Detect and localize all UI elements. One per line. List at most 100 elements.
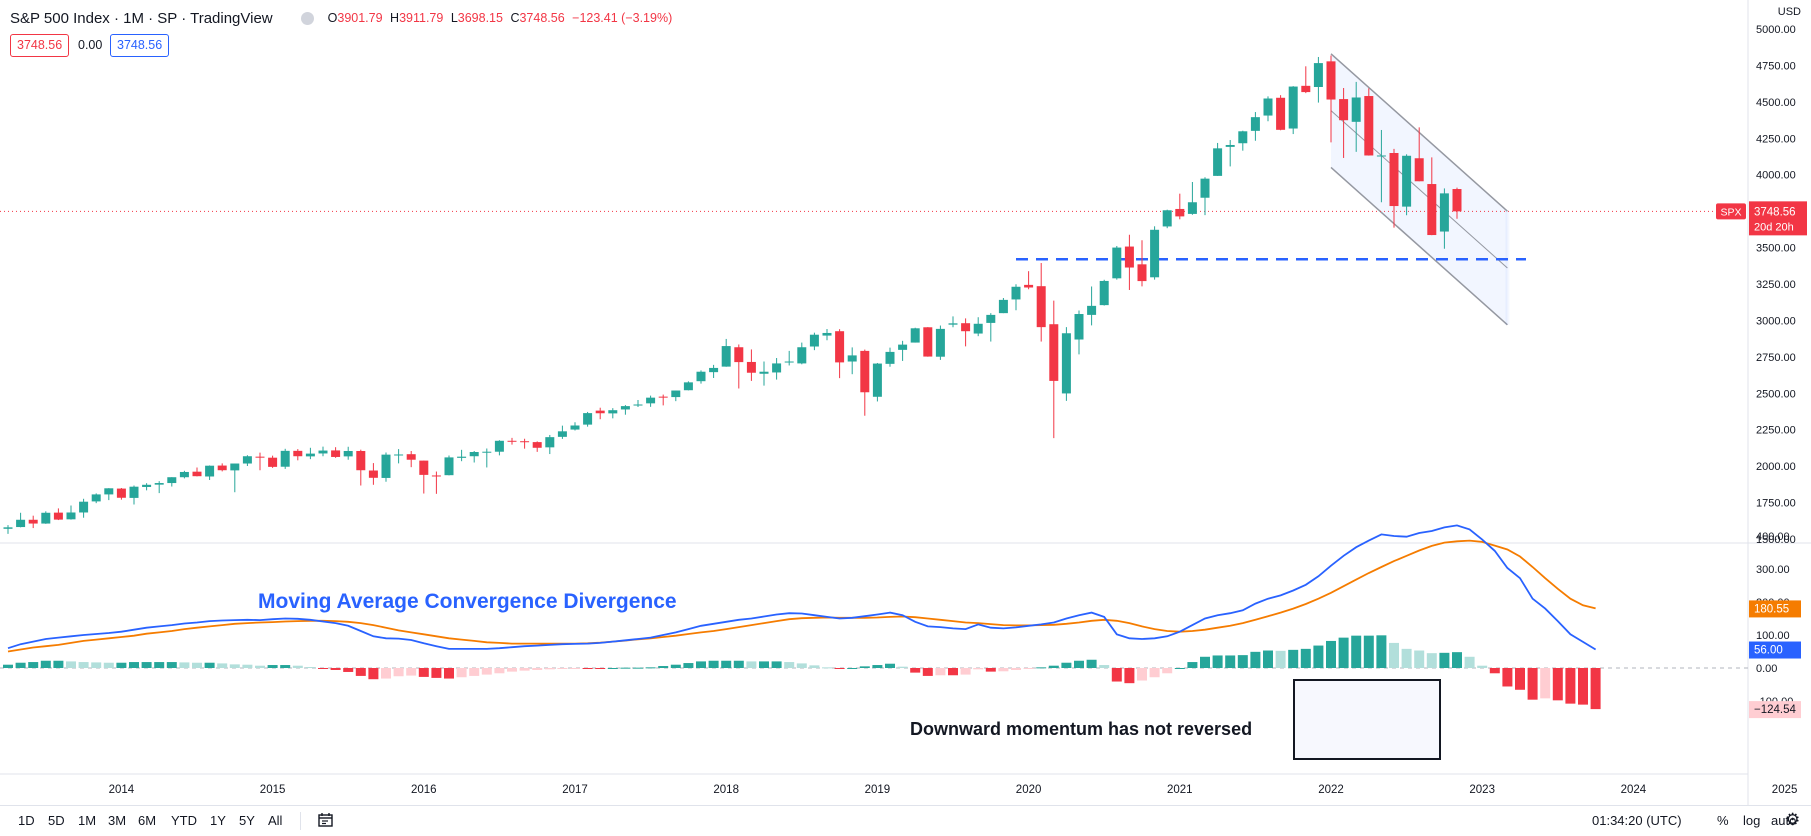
macd-histogram-bar (960, 668, 971, 675)
range-all[interactable]: All (268, 813, 283, 828)
macd-histogram-bar (66, 661, 76, 668)
candle-body (809, 334, 819, 347)
macd-histogram-bar (1300, 648, 1311, 668)
macd-histogram-bar (645, 667, 656, 669)
candle-body (1099, 280, 1109, 306)
macd-line (7, 524, 1597, 651)
candle-body (457, 456, 467, 458)
range-5d[interactable]: 5D (48, 813, 65, 828)
macd-histogram-bar (859, 666, 870, 668)
candle-body (1087, 305, 1097, 315)
percent-toggle[interactable]: % (1717, 813, 1729, 828)
macd-histogram-bar (1540, 668, 1551, 699)
macd-histogram-bar (922, 668, 933, 676)
macd-histogram-bar (1552, 668, 1563, 701)
time-axis-label: 2024 (1621, 784, 1647, 796)
macd-histogram-bar (570, 668, 580, 669)
candle-body (1049, 324, 1059, 381)
macd-histogram-bar (1162, 668, 1173, 674)
candle-body (961, 323, 971, 332)
macd-histogram-bar (1111, 668, 1122, 682)
log-toggle[interactable]: log (1743, 813, 1761, 828)
price-axis-label: 2750.00 (1756, 352, 1796, 364)
high-label: H (390, 11, 400, 25)
bar-countdown: 20d 20h (1754, 221, 1794, 233)
candle-body (406, 454, 416, 460)
candle-body (898, 344, 908, 350)
time-axis-label: 2021 (1167, 784, 1193, 796)
market-status-icon[interactable] (300, 11, 314, 25)
macd-title: Moving Average Convergence Divergence (258, 590, 677, 613)
range-6m[interactable]: 6M (138, 813, 157, 828)
macd-histogram-bar (847, 668, 858, 669)
utc-clock[interactable]: 01:34:20 (UTC) (1592, 813, 1682, 828)
macd-histogram-bar (834, 668, 845, 669)
macd-histogram-bar (544, 668, 555, 670)
macd-histogram-bar (1174, 668, 1185, 669)
candle-body (608, 410, 618, 414)
auto-toggle[interactable]: auto (1771, 813, 1797, 828)
channel-line[interactable] (1330, 110, 1508, 269)
candle-body (772, 363, 782, 373)
macd-histogram-bar (771, 661, 782, 668)
date-range-icon[interactable] (318, 813, 334, 827)
sell-price-button[interactable]: 3748.56 (10, 34, 70, 57)
macd-histogram-bar (809, 665, 820, 668)
channel-extension (1505, 211, 1510, 325)
macd-signal-line (7, 539, 1596, 653)
candle-body (116, 488, 126, 498)
bottom-toolbar: 1D 5D 1M 3M 6M YTD 1Y 5Y All 01:34:20 (U… (0, 805, 1811, 836)
macd-histogram-bar (1099, 665, 1110, 668)
macd-axis-label: 300.00 (1756, 564, 1790, 576)
macd-histogram-bar (91, 662, 102, 668)
candle-body (595, 410, 605, 414)
range-1m[interactable]: 1M (78, 813, 97, 828)
candle-body (1263, 98, 1273, 116)
currency-selector[interactable]: USD (1777, 6, 1801, 18)
candle-body (28, 519, 38, 524)
regression-channel[interactable] (0, 53, 1748, 326)
channel-line[interactable] (1330, 166, 1508, 326)
range-1d[interactable]: 1D (18, 813, 35, 828)
macd-histogram-bar (1011, 668, 1021, 670)
chart-canvas[interactable]: 5000.004750.004500.004250.004000.003750.… (0, 0, 1811, 805)
macd-histogram-bar (1149, 668, 1160, 678)
macd-histogram-bar (1502, 668, 1513, 687)
range-5y[interactable]: 5Y (239, 813, 255, 828)
candle-body (872, 363, 882, 397)
candle-body (784, 361, 794, 363)
price-axis-label: 3250.00 (1756, 279, 1796, 291)
macd-histogram-bar (796, 663, 807, 668)
range-3m[interactable]: 3M (108, 813, 127, 828)
price-axis-label: 2000.00 (1756, 461, 1796, 473)
high-value: 3911.79 (399, 11, 444, 25)
momentum-highlight-box[interactable] (1293, 679, 1441, 760)
price-axis-label: 2500.00 (1756, 388, 1796, 400)
candle-body (520, 441, 530, 443)
symbol-tag-bg (1716, 203, 1746, 220)
candle-body (104, 488, 114, 495)
range-ytd[interactable]: YTD (171, 813, 197, 828)
macd-histogram-bar (1401, 648, 1412, 668)
open-value: 3901.79 (337, 11, 383, 25)
candle-body (167, 477, 177, 484)
macd-histogram-bar (1452, 652, 1462, 668)
candle-body (482, 451, 492, 453)
price-axis-labels: 5000.004750.004500.004250.004000.003750.… (1756, 24, 1796, 546)
symbol-title[interactable]: S&P 500 Index · 1M · SP · TradingView (10, 9, 273, 27)
last-price-tag-bg (1749, 201, 1807, 236)
macd-histogram-bar (1313, 645, 1324, 668)
candle-body (469, 452, 479, 457)
buy-price-button[interactable]: 3748.56 (110, 34, 170, 57)
macd-histogram-bar (267, 665, 278, 668)
histogram-value-tag-bg (1749, 701, 1801, 719)
range-1y[interactable]: 1Y (210, 813, 226, 828)
macd-histogram-bar (78, 662, 89, 668)
candle-body (797, 347, 807, 364)
settings-gear-icon[interactable]: ⚙ (1785, 810, 1801, 829)
candle-body (1200, 178, 1210, 198)
macd-histogram-bar (129, 662, 139, 668)
macd-histogram-bar (897, 666, 908, 668)
candle-body (343, 450, 353, 457)
close-label: C (510, 11, 520, 25)
